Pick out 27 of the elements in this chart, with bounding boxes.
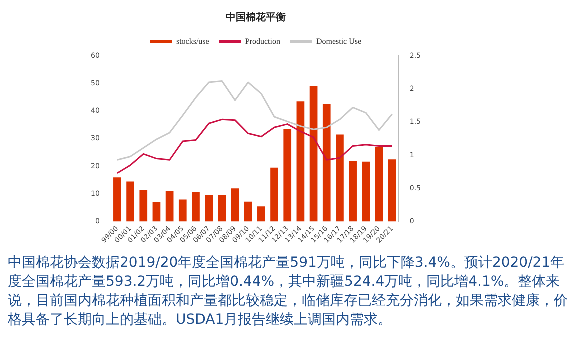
bar bbox=[231, 188, 240, 222]
bar bbox=[192, 192, 200, 222]
bar bbox=[205, 194, 214, 222]
legend-label: Domestic Use bbox=[316, 37, 362, 46]
bar bbox=[178, 200, 187, 222]
text: 中国棉花协会数据2019/20年度全国棉花产量591万吨，同比下降3.4%。预计2020/21年度全国棉花产量593.2万吨，同比增0.44%，其中新疆524.4万吨，同比增4.1%。整体来说，目前国内棉花种植面积和产量都比较稳定，临储库存已经充分消化，如果需求健康，价格具备了长期向上的基础。USDA1月报告继续上调国内需求。 bbox=[8, 254, 569, 330]
bar bbox=[270, 168, 278, 222]
bar bbox=[375, 147, 384, 222]
bar bbox=[322, 104, 331, 222]
bar bbox=[166, 191, 174, 222]
bar bbox=[362, 162, 370, 222]
bar bbox=[388, 160, 396, 222]
legend-label: Production bbox=[245, 37, 280, 46]
bar bbox=[296, 102, 305, 222]
bar bbox=[218, 194, 226, 222]
bar bbox=[140, 190, 148, 222]
bar bbox=[336, 134, 344, 222]
bar bbox=[244, 202, 252, 222]
bar bbox=[284, 129, 292, 222]
bar bbox=[126, 182, 134, 222]
legend-label: stocks/use bbox=[176, 37, 210, 46]
bar bbox=[349, 161, 357, 222]
bar bbox=[114, 178, 122, 222]
bar bbox=[258, 206, 266, 222]
chart-title: 中国棉花平衡 bbox=[226, 12, 286, 24]
bar bbox=[310, 86, 318, 222]
bar bbox=[152, 202, 161, 222]
